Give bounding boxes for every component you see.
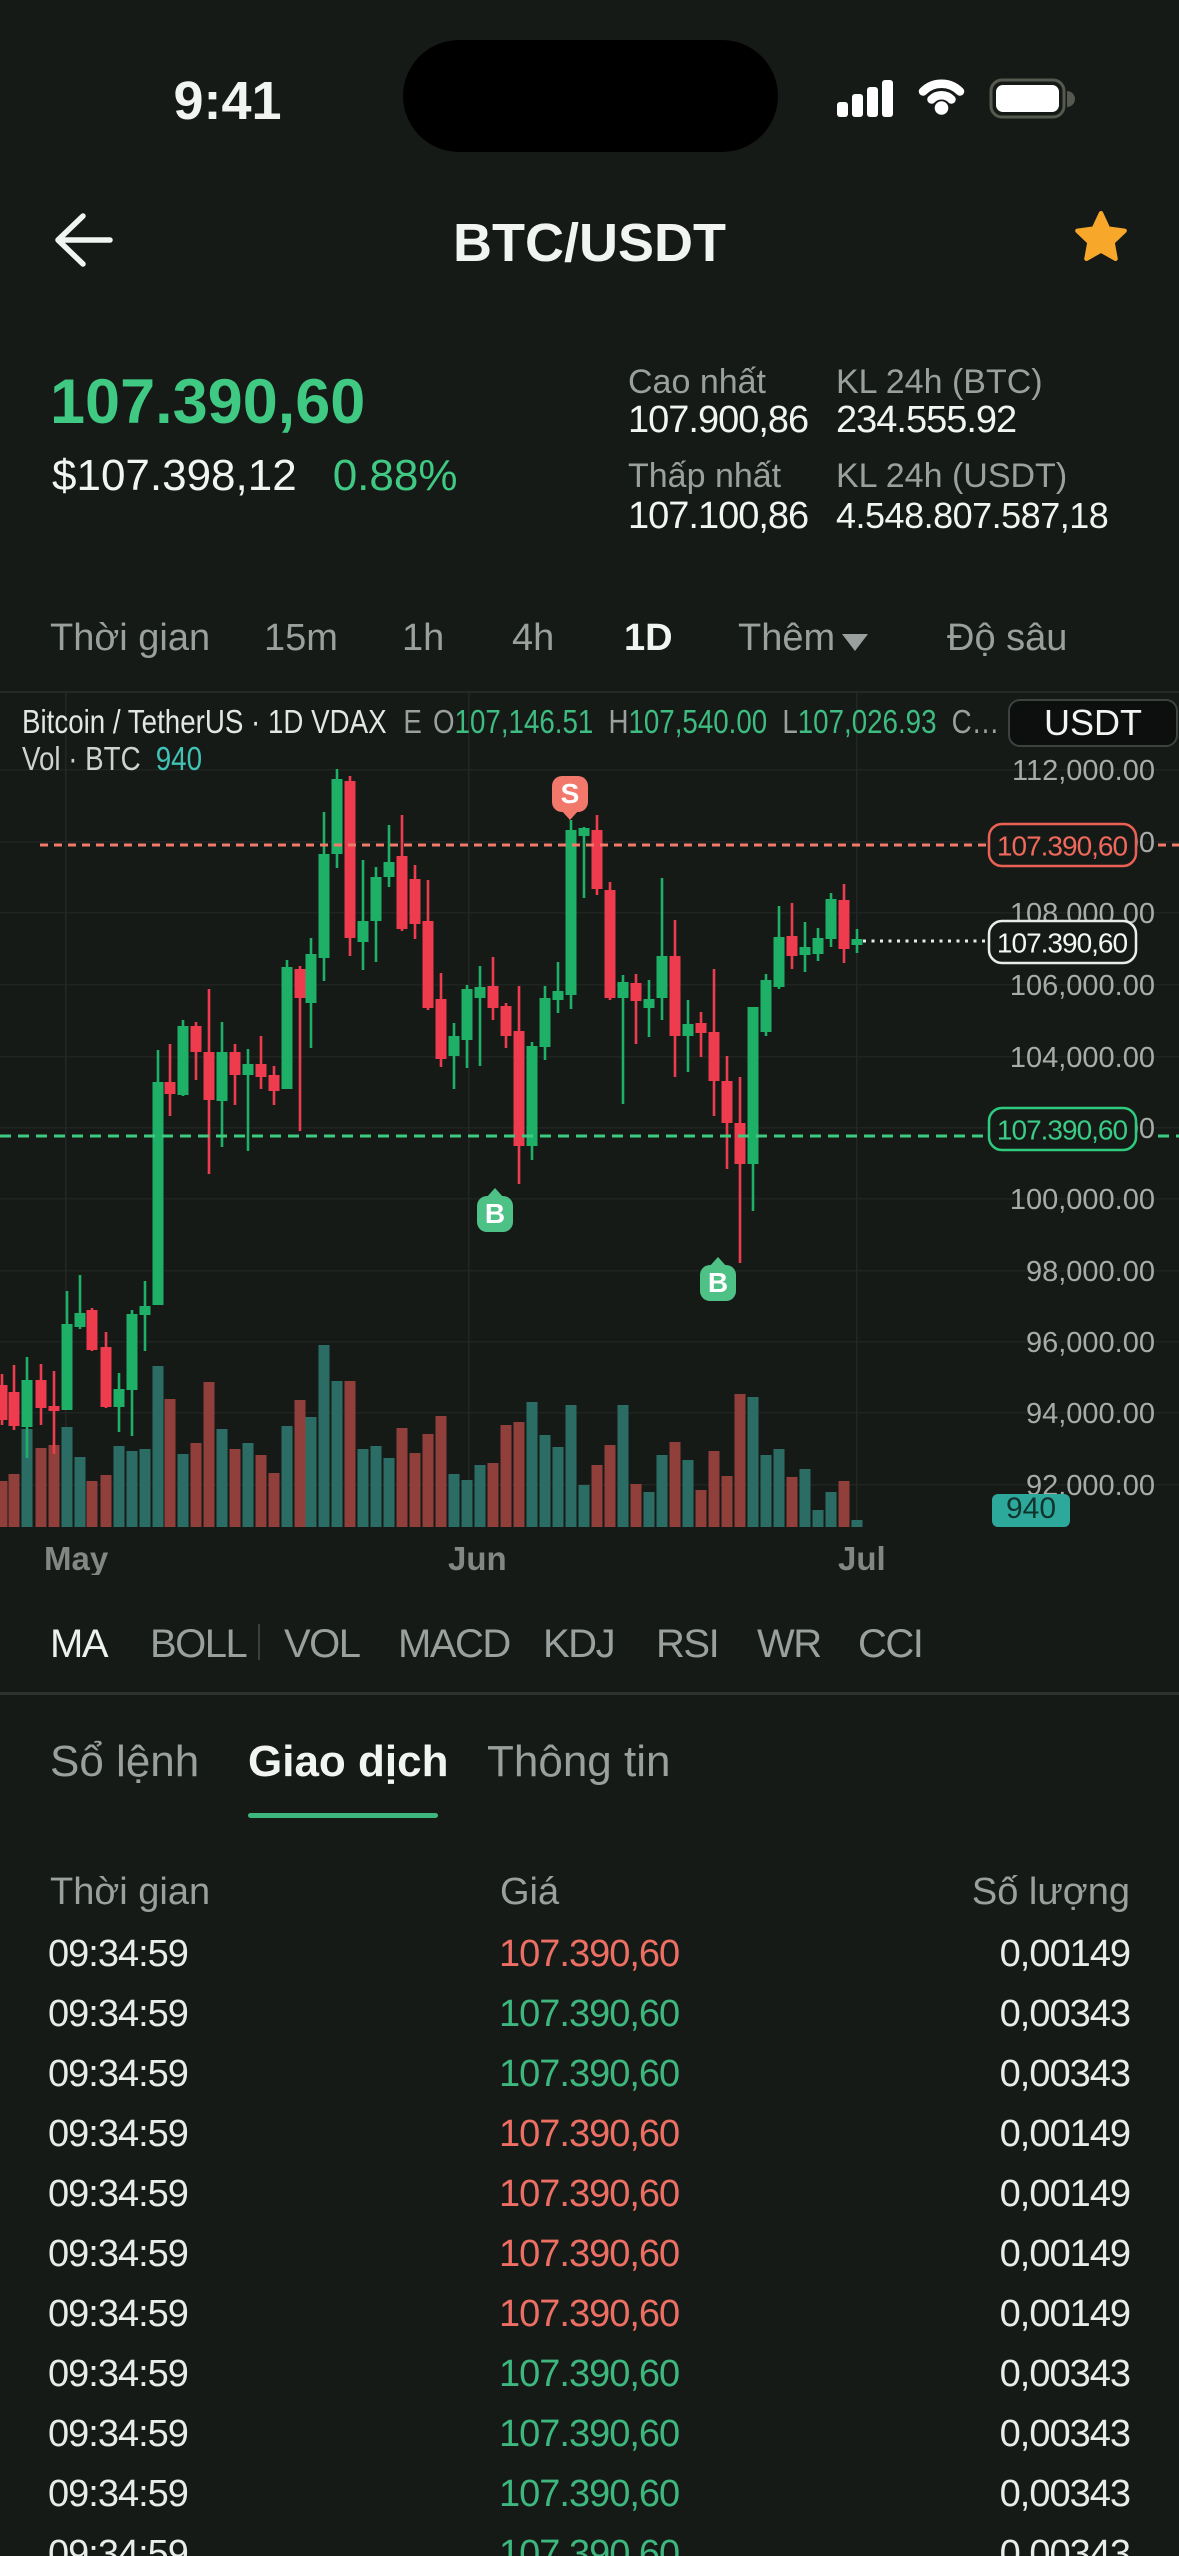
svg-text:104,000.00: 104,000.00	[1010, 1042, 1155, 1074]
svg-text:S: S	[561, 778, 580, 809]
svg-text:98,000.00: 98,000.00	[1026, 1256, 1155, 1288]
svg-text:112,000.00: 112,000.00	[1012, 755, 1155, 787]
svg-text:Jul: Jul	[838, 1540, 886, 1575]
svg-text:96,000.00: 96,000.00	[1026, 1327, 1155, 1359]
svg-text:106,000.00: 106,000.00	[1010, 970, 1155, 1002]
svg-text:940: 940	[1006, 1492, 1056, 1525]
svg-text:107.390,60: 107.390,60	[997, 1115, 1128, 1146]
svg-text:94,000.00: 94,000.00	[1026, 1398, 1155, 1430]
svg-text:107.390,60: 107.390,60	[997, 928, 1128, 959]
svg-text:107.390,60: 107.390,60	[997, 831, 1128, 862]
svg-text:100,000.00: 100,000.00	[1010, 1184, 1155, 1216]
svg-text:May: May	[44, 1540, 109, 1575]
svg-text:B: B	[485, 1198, 505, 1229]
svg-text:Jun: Jun	[448, 1540, 507, 1575]
svg-text:B: B	[708, 1267, 728, 1298]
